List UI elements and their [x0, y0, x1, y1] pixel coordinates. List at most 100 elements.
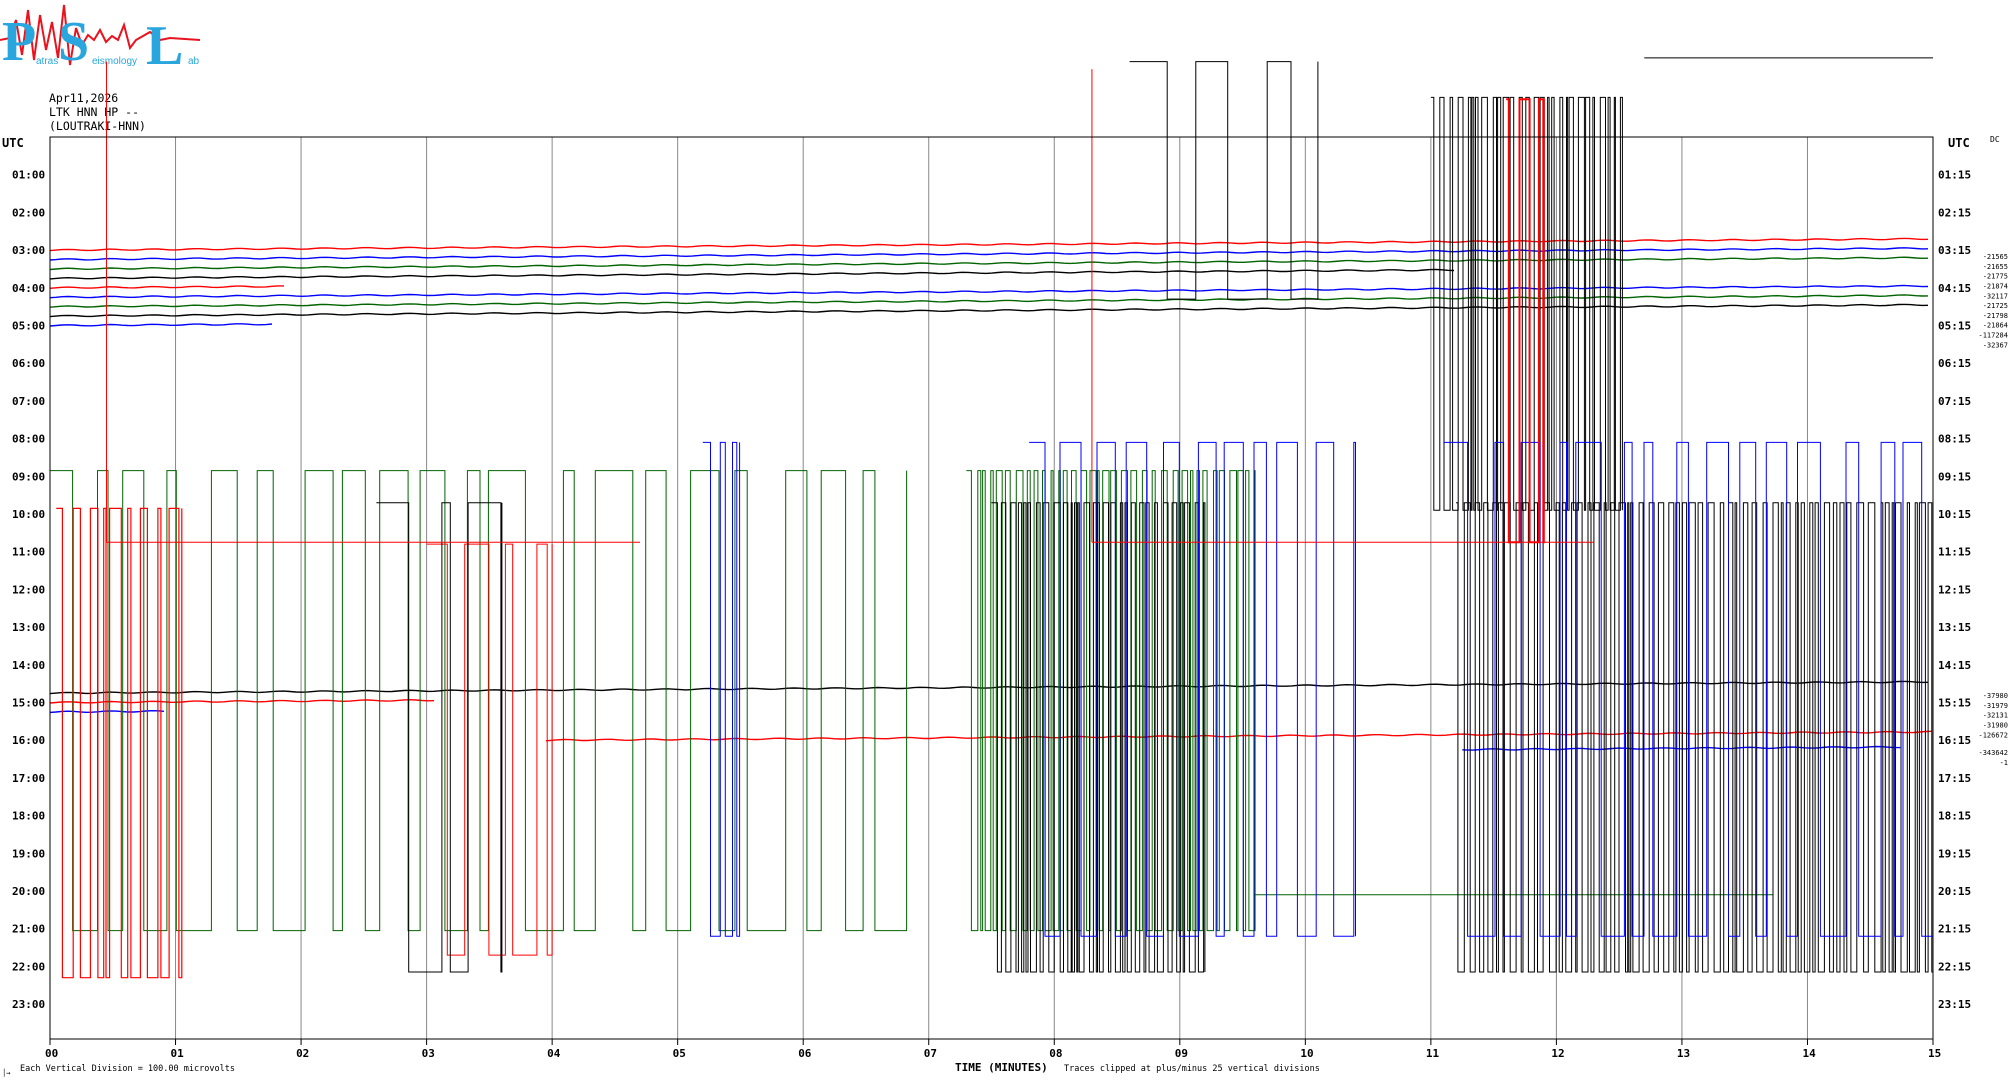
burst-green-early: [50, 470, 908, 932]
x-tick-label: 14: [1802, 1047, 1816, 1060]
logo-word-2: eismology: [92, 56, 137, 67]
header-date: Apr11,2026: [49, 91, 119, 105]
hour-label-left: 07:00: [12, 395, 45, 408]
dc-value: -37980: [1983, 692, 2008, 700]
x-tick-label: 01: [171, 1047, 185, 1060]
dc-value: -21798: [1983, 312, 2008, 320]
burst-blue-mid: [1029, 441, 1356, 937]
hour-label-right: 22:15: [1938, 960, 1971, 973]
hour-label-left: 21:00: [12, 923, 45, 936]
hour-label-right: 13:15: [1938, 621, 1971, 634]
x-tick-label: 07: [924, 1047, 937, 1060]
logo-word-3: ab: [188, 56, 200, 67]
hour-label-left: 10:00: [12, 508, 45, 521]
hour-label-right: 17:15: [1938, 772, 1971, 785]
dc-value: -21864: [1983, 322, 2008, 330]
dc-value: -1: [2000, 759, 2008, 767]
dc-value: -21655: [1983, 263, 2008, 271]
burst-black-top: [1430, 96, 1623, 511]
hour-label-left: 13:00: [12, 621, 45, 634]
hour-label-right: 09:15: [1938, 470, 1971, 483]
hour-label-right: 03:15: [1938, 244, 1971, 257]
seismic-trace: [1462, 745, 1901, 751]
scale-note: Each Vertical Division = 100.00 microvol…: [20, 1064, 235, 1074]
x-tick-label: 10: [1300, 1047, 1313, 1060]
x-tick-label: 05: [673, 1047, 686, 1060]
burst-black-late: [1455, 502, 1934, 973]
corner-mark: │→: [2, 1068, 10, 1077]
hour-label-right: 14:15: [1938, 659, 1971, 672]
hour-label-left: 19:00: [12, 847, 45, 860]
burst-red-early: [56, 507, 183, 979]
axes-layer: 00 01 02 03 04 05 06 07 08 09 10 11 12 13 14 15 01:00 02:…: [12, 136, 2008, 1060]
x-tick-label: 00: [45, 1047, 58, 1060]
hour-label-right: 15:15: [1938, 697, 1971, 710]
hour-label-left: 05:00: [12, 320, 45, 333]
burst-red-mid: [426, 543, 553, 956]
burst-black-early: [376, 502, 503, 973]
seismic-trace: [49, 285, 284, 289]
hour-label-left: 22:00: [12, 960, 45, 973]
dc-value: -21725: [1983, 302, 2008, 310]
hour-label-right: 11:15: [1938, 546, 1971, 559]
seismic-trace: [49, 268, 1455, 280]
hour-label-right: 16:15: [1938, 734, 1971, 747]
x-tick-label: 06: [798, 1047, 812, 1060]
hour-label-left: 12:00: [12, 583, 45, 596]
x-tick-label: 09: [1175, 1047, 1188, 1060]
hour-label-left: 06:00: [12, 357, 45, 370]
dc-label: DC: [1990, 135, 2000, 144]
dc-value: -117284: [1978, 332, 2008, 340]
hour-label-right: 06:15: [1938, 357, 1971, 370]
hour-label-right: 12:15: [1938, 583, 1971, 596]
logo-letter-l: L: [146, 15, 183, 75]
dc-value: -21565: [1983, 253, 2008, 261]
dc-value: -32117: [1983, 292, 2008, 300]
logo-seismogram: [0, 4, 201, 66]
x-tick-label: 04: [547, 1047, 561, 1060]
hour-label-left: 03:00: [12, 244, 45, 257]
x-tick-label: 08: [1049, 1047, 1062, 1060]
hour-label-left: 09:00: [12, 470, 45, 483]
seismic-trace: [49, 303, 1929, 318]
hour-label-left: 16:00: [12, 734, 45, 747]
seismic-trace: [49, 709, 165, 714]
x-tick-label: 03: [422, 1047, 435, 1060]
psl-logo: P S L atras eismology ab: [0, 0, 210, 77]
hour-label-right: 23:15: [1938, 998, 1971, 1011]
station-header: Apr11,2026 LTK HNN HP -- (LOUTRAKI-HNN): [49, 91, 146, 133]
seismic-trace: [545, 730, 1932, 742]
dc-value: -21874: [1983, 283, 2008, 291]
x-tick-label: 11: [1426, 1047, 1440, 1060]
hour-label-right: 02:15: [1938, 206, 1971, 219]
dc-value: -32131: [1983, 712, 2008, 720]
hour-label-left: 08:00: [12, 433, 45, 446]
hour-label-right: 20:15: [1938, 885, 1971, 898]
dc-value: -31979: [1983, 702, 2008, 710]
seismic-trace: [49, 256, 1929, 271]
logo-letter-s: S: [58, 11, 89, 73]
burst-black-mid: [991, 502, 1206, 973]
hour-label-right: 04:15: [1938, 282, 1971, 295]
utc-right-label: UTC: [1948, 136, 1970, 150]
seismic-trace: [49, 680, 1929, 695]
dc-value: -21775: [1983, 273, 2008, 281]
hour-label-right: 07:15: [1938, 395, 1971, 408]
dc-value: -31980: [1983, 721, 2008, 729]
clip-note: Traces clipped at plus/minus 25 vertical…: [1064, 1064, 1320, 1074]
hour-label-right: 01:15: [1938, 169, 1971, 182]
hour-label-left: 01:00: [12, 169, 45, 182]
hour-label-left: 04:00: [12, 282, 45, 295]
hour-label-left: 11:00: [12, 546, 45, 559]
hour-label-left: 23:00: [12, 998, 45, 1011]
burst-layer: [50, 57, 1934, 979]
hour-label-right: 21:15: [1938, 923, 1971, 936]
seismic-trace: [49, 698, 435, 704]
hour-label-left: 15:00: [12, 697, 45, 710]
burst-black-upper: [1129, 61, 1319, 300]
hour-label-right: 19:15: [1938, 847, 1971, 860]
x-tick-label: 15: [1928, 1047, 1941, 1060]
hour-label-left: 20:00: [12, 885, 45, 898]
dc-value: -126672: [1978, 731, 2008, 739]
